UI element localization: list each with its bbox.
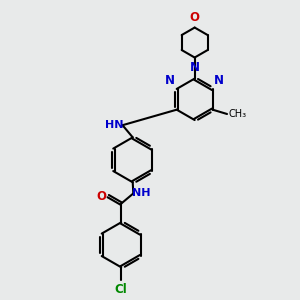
- Text: Cl: Cl: [115, 283, 128, 296]
- Text: N: N: [190, 61, 200, 74]
- Text: CH₃: CH₃: [229, 109, 247, 119]
- Text: NH: NH: [132, 188, 151, 198]
- Text: N: N: [214, 74, 224, 88]
- Text: O: O: [97, 190, 107, 202]
- Text: N: N: [165, 74, 175, 88]
- Text: HN: HN: [105, 120, 123, 130]
- Text: O: O: [190, 11, 200, 24]
